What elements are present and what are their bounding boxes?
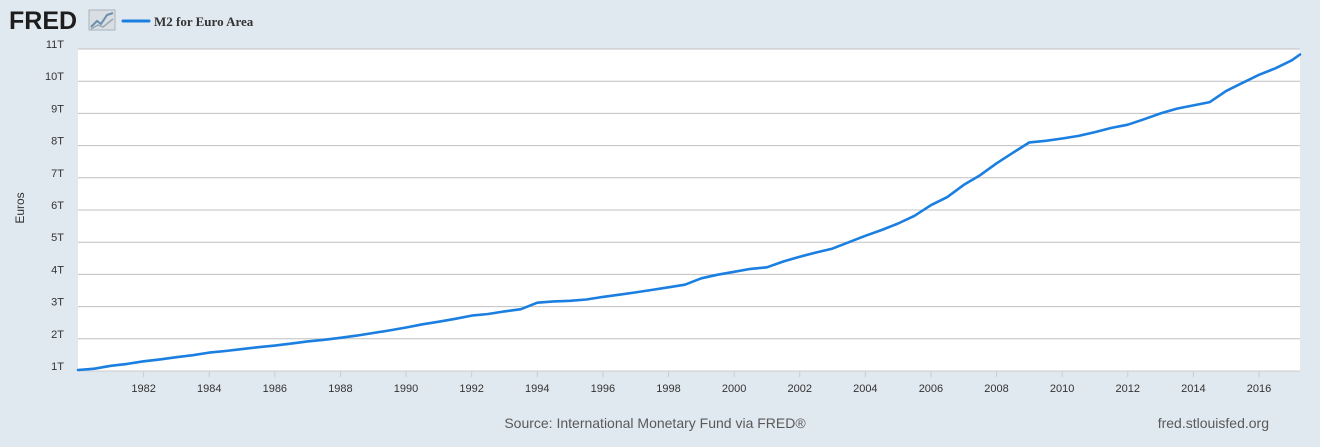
x-tick-label-1988: 1988	[328, 383, 352, 395]
y-tick-label-2T: 2T	[51, 329, 64, 341]
x-tick-label-2010: 2010	[1050, 383, 1074, 395]
y-axis-label: Euros	[13, 192, 27, 223]
series-line-m2-euro-area	[76, 53, 1302, 372]
x-tick-label-2014: 2014	[1181, 383, 1205, 395]
series-layer	[76, 53, 1302, 372]
y-tick-label-4T: 4T	[51, 264, 64, 276]
y-tick-label-6T: 6T	[51, 200, 64, 212]
fred-logo-text: FRED	[9, 7, 77, 35]
x-tick-label-1986: 1986	[263, 383, 287, 395]
y-tick-label-1T: 1T	[51, 361, 64, 373]
x-tick-label-1984: 1984	[197, 383, 221, 395]
y-tick-label-7T: 7T	[51, 168, 64, 180]
y-axis-ticks: 1T 2T 3T 4T 5T 6T 7T 8T 9T 10T 11T	[45, 39, 64, 373]
y-tick-label-9T: 9T	[51, 103, 64, 115]
y-tick-label-8T: 8T	[51, 136, 64, 148]
x-tick-label-1996: 1996	[591, 383, 615, 395]
x-axis-ticks: 1982 1984 1986 1988 1990 1992 1994 1996 1998 2000…	[78, 370, 1300, 395]
source-note: Source: International Monetary Fund via …	[504, 415, 806, 431]
x-tick-label-2002: 2002	[787, 383, 811, 395]
x-tick-label-1994: 1994	[525, 383, 549, 395]
fred-logo[interactable]: FRED	[9, 7, 116, 35]
x-tick-label-2008: 2008	[984, 383, 1008, 395]
x-tick-label-2004: 2004	[853, 383, 877, 395]
x-tick-label-2000: 2000	[722, 383, 746, 395]
x-tick-label-2016: 2016	[1247, 383, 1271, 395]
x-tick-label-2012: 2012	[1116, 383, 1140, 395]
legend-label: M2 for Euro Area	[154, 14, 254, 29]
x-tick-label-1982: 1982	[131, 383, 155, 395]
x-tick-label-2006: 2006	[919, 383, 943, 395]
y-tick-label-3T: 3T	[51, 297, 64, 309]
y-tick-label-5T: 5T	[51, 232, 64, 244]
x-tick-label-1992: 1992	[459, 383, 483, 395]
x-tick-label-1998: 1998	[656, 383, 680, 395]
y-tick-label-11T: 11T	[46, 39, 64, 51]
grid-lines	[78, 48, 1300, 372]
legend: M2 for Euro Area	[121, 14, 254, 29]
y-tick-label-10T: 10T	[45, 71, 64, 83]
fred-site-link[interactable]: fred.stlouisfed.org	[1158, 415, 1269, 431]
fred-logo-graph-icon	[88, 9, 116, 31]
x-tick-label-1990: 1990	[394, 383, 418, 395]
